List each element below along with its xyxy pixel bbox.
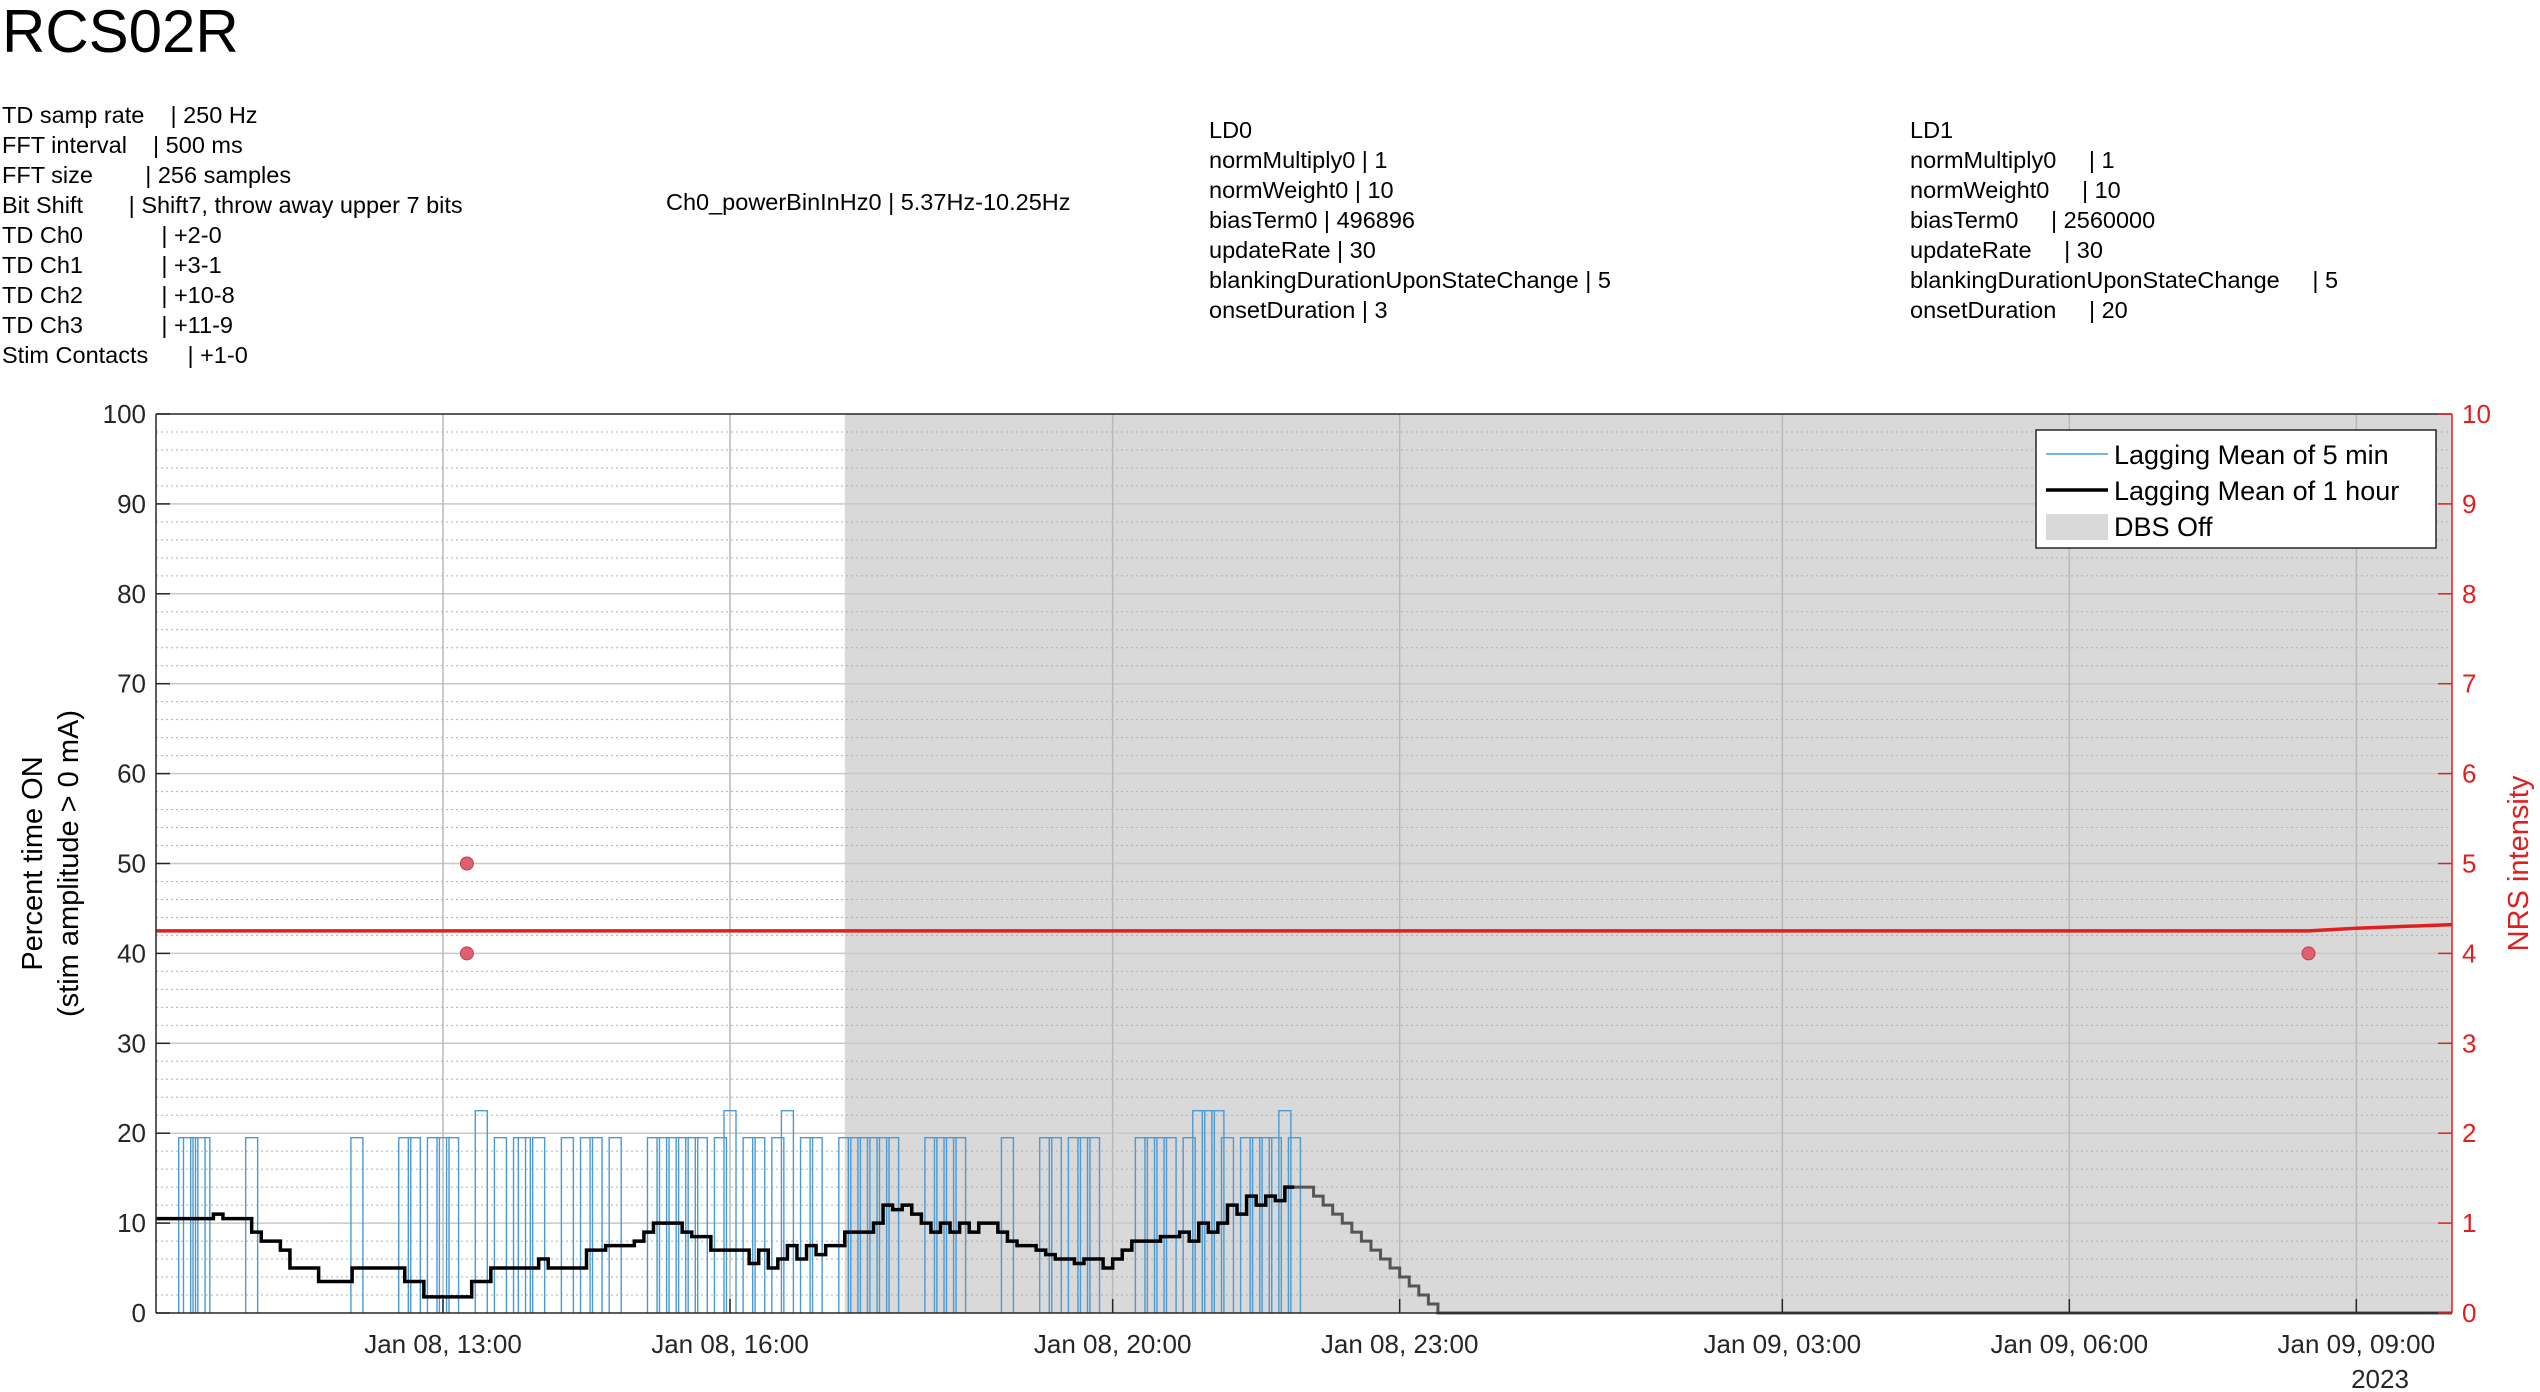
td-setting-line: TD Ch2 | +10-8	[2, 282, 235, 308]
ld0-setting-line: normMultiply0 | 1	[1209, 147, 1388, 173]
y-right-tick-label: 7	[2462, 669, 2476, 699]
legend-label-mean-5min: Lagging Mean of 5 min	[2114, 440, 2389, 470]
y-left-axis-title-line: (stim amplitude > 0 mA)	[53, 710, 85, 1017]
power-bin-label: Ch0_powerBinInHz0 | 5.37Hz-10.25Hz	[666, 189, 1071, 215]
ld0-setting-line: biasTerm0 | 496896	[1209, 207, 1415, 233]
series-lagging-mean-1h	[156, 1185, 1295, 1299]
y-left-tick-label: 100	[103, 399, 146, 429]
ld0-settings-block: LD0 normMultiply0 | 1 normWeight0 | 10 bias…	[1209, 115, 1611, 325]
ld1-setting-line: normWeight0 | 10	[1910, 177, 2121, 203]
nrs-point	[459, 946, 474, 961]
y-left-tick-label: 70	[117, 669, 146, 699]
y-left-tick-label: 60	[117, 759, 146, 789]
ld0-setting-line: normWeight0 | 10	[1209, 177, 1394, 203]
legend-label-mean-1h: Lagging Mean of 1 hour	[2114, 476, 2399, 506]
td-setting-line: Bit Shift | Shift7, throw away upper 7 b…	[2, 192, 463, 218]
x-tick-label: Jan 08, 20:00	[1034, 1329, 1192, 1359]
ld1-setting-line: updateRate | 30	[1910, 237, 2103, 263]
y-left-tick-label: 0	[132, 1298, 146, 1328]
td-setting-line: TD samp rate | 250 Hz	[2, 102, 258, 128]
y-right-tick-label: 2	[2462, 1118, 2476, 1148]
y-left-tick-label: 40	[117, 938, 146, 968]
td-setting-line: TD Ch3 | +11-9	[2, 312, 233, 338]
y-right-tick-label: 3	[2462, 1028, 2476, 1058]
ld0-setting-line: blankingDurationUponStateChange | 5	[1209, 267, 1611, 293]
page-title: RCS02R	[2, 0, 239, 65]
x-tick-label: Jan 09, 06:00	[1991, 1329, 2149, 1359]
y-left-tick-label: 80	[117, 579, 146, 609]
y-left-axis-title: Percent time ON (stim amplitude > 0 mA)	[17, 710, 85, 1017]
x-tick-label: Jan 08, 23:00	[1321, 1329, 1479, 1359]
ld0-setting-line: updateRate | 30	[1209, 237, 1376, 263]
y-left-tick-label: 20	[117, 1118, 146, 1148]
legend-swatch-dbs-off	[2046, 514, 2108, 540]
ld1-setting-line: blankingDurationUponStateChange | 5	[1910, 267, 2339, 293]
y-right-axis-title: NRS intensity	[2503, 775, 2535, 951]
y-right-tick-label: 0	[2462, 1298, 2476, 1328]
y-right-tick-label: 4	[2462, 938, 2476, 968]
td-setting-line: TD Ch0 | +2-0	[2, 222, 222, 248]
x-tick-label: Jan 08, 13:00	[364, 1329, 522, 1359]
x-year-label: 2023	[2351, 1364, 2409, 1392]
y-left-tick-label: 30	[117, 1028, 146, 1058]
y-left-tick-label: 10	[117, 1208, 146, 1238]
y-left-tick-label: 90	[117, 489, 146, 519]
ld1-settings-block: LD1 normMultiply0 | 1 normWeight0 | 10 bias…	[1910, 115, 2338, 325]
series-nrs-intensity-trend	[156, 922, 2453, 933]
ld1-setting-line: onsetDuration | 20	[1910, 297, 2128, 323]
y-right-tick-label: 10	[2462, 399, 2491, 429]
td-setting-line: FFT interval | 500 ms	[2, 132, 243, 158]
ld1-setting-line: biasTerm0 | 2560000	[1910, 207, 2156, 233]
td-settings-block: TD samp rate | 250 Hz FFT interval | 500 …	[2, 100, 463, 370]
y-right-tick-label: 8	[2462, 579, 2476, 609]
nrs-point	[2301, 946, 2316, 961]
x-tick-label: Jan 08, 16:00	[651, 1329, 809, 1359]
y-right-tick-label: 6	[2462, 759, 2476, 789]
y-left-tick-label: 50	[117, 849, 146, 879]
y-left-axis-title-line: Percent time ON	[17, 756, 49, 970]
y-right-tick-label: 9	[2462, 489, 2476, 519]
x-tick-label: Jan 09, 09:00	[2278, 1329, 2436, 1359]
td-setting-line: Stim Contacts | +1-0	[2, 342, 248, 368]
y-right-tick-label: 1	[2462, 1208, 2476, 1238]
series-lagging-mean-1h-dbs-off	[1294, 1185, 2452, 1315]
y-right-tick-label: 5	[2462, 849, 2476, 879]
nrs-point	[459, 856, 474, 871]
ld1-setting-line: normMultiply0 | 1	[1910, 147, 2115, 173]
td-setting-line: FFT size | 256 samples	[2, 162, 292, 188]
ld1-setting-line: LD1	[1910, 117, 1954, 143]
ld0-setting-line: onsetDuration | 3	[1209, 297, 1388, 323]
legend-label-dbs-off: DBS Off	[2114, 512, 2213, 542]
ld0-setting-line: LD0	[1209, 117, 1253, 143]
x-tick-label: Jan 09, 03:00	[1704, 1329, 1862, 1359]
series-lagging-mean-5min	[178, 1110, 1302, 1313]
td-setting-line: TD Ch1 | +3-1	[2, 252, 222, 278]
